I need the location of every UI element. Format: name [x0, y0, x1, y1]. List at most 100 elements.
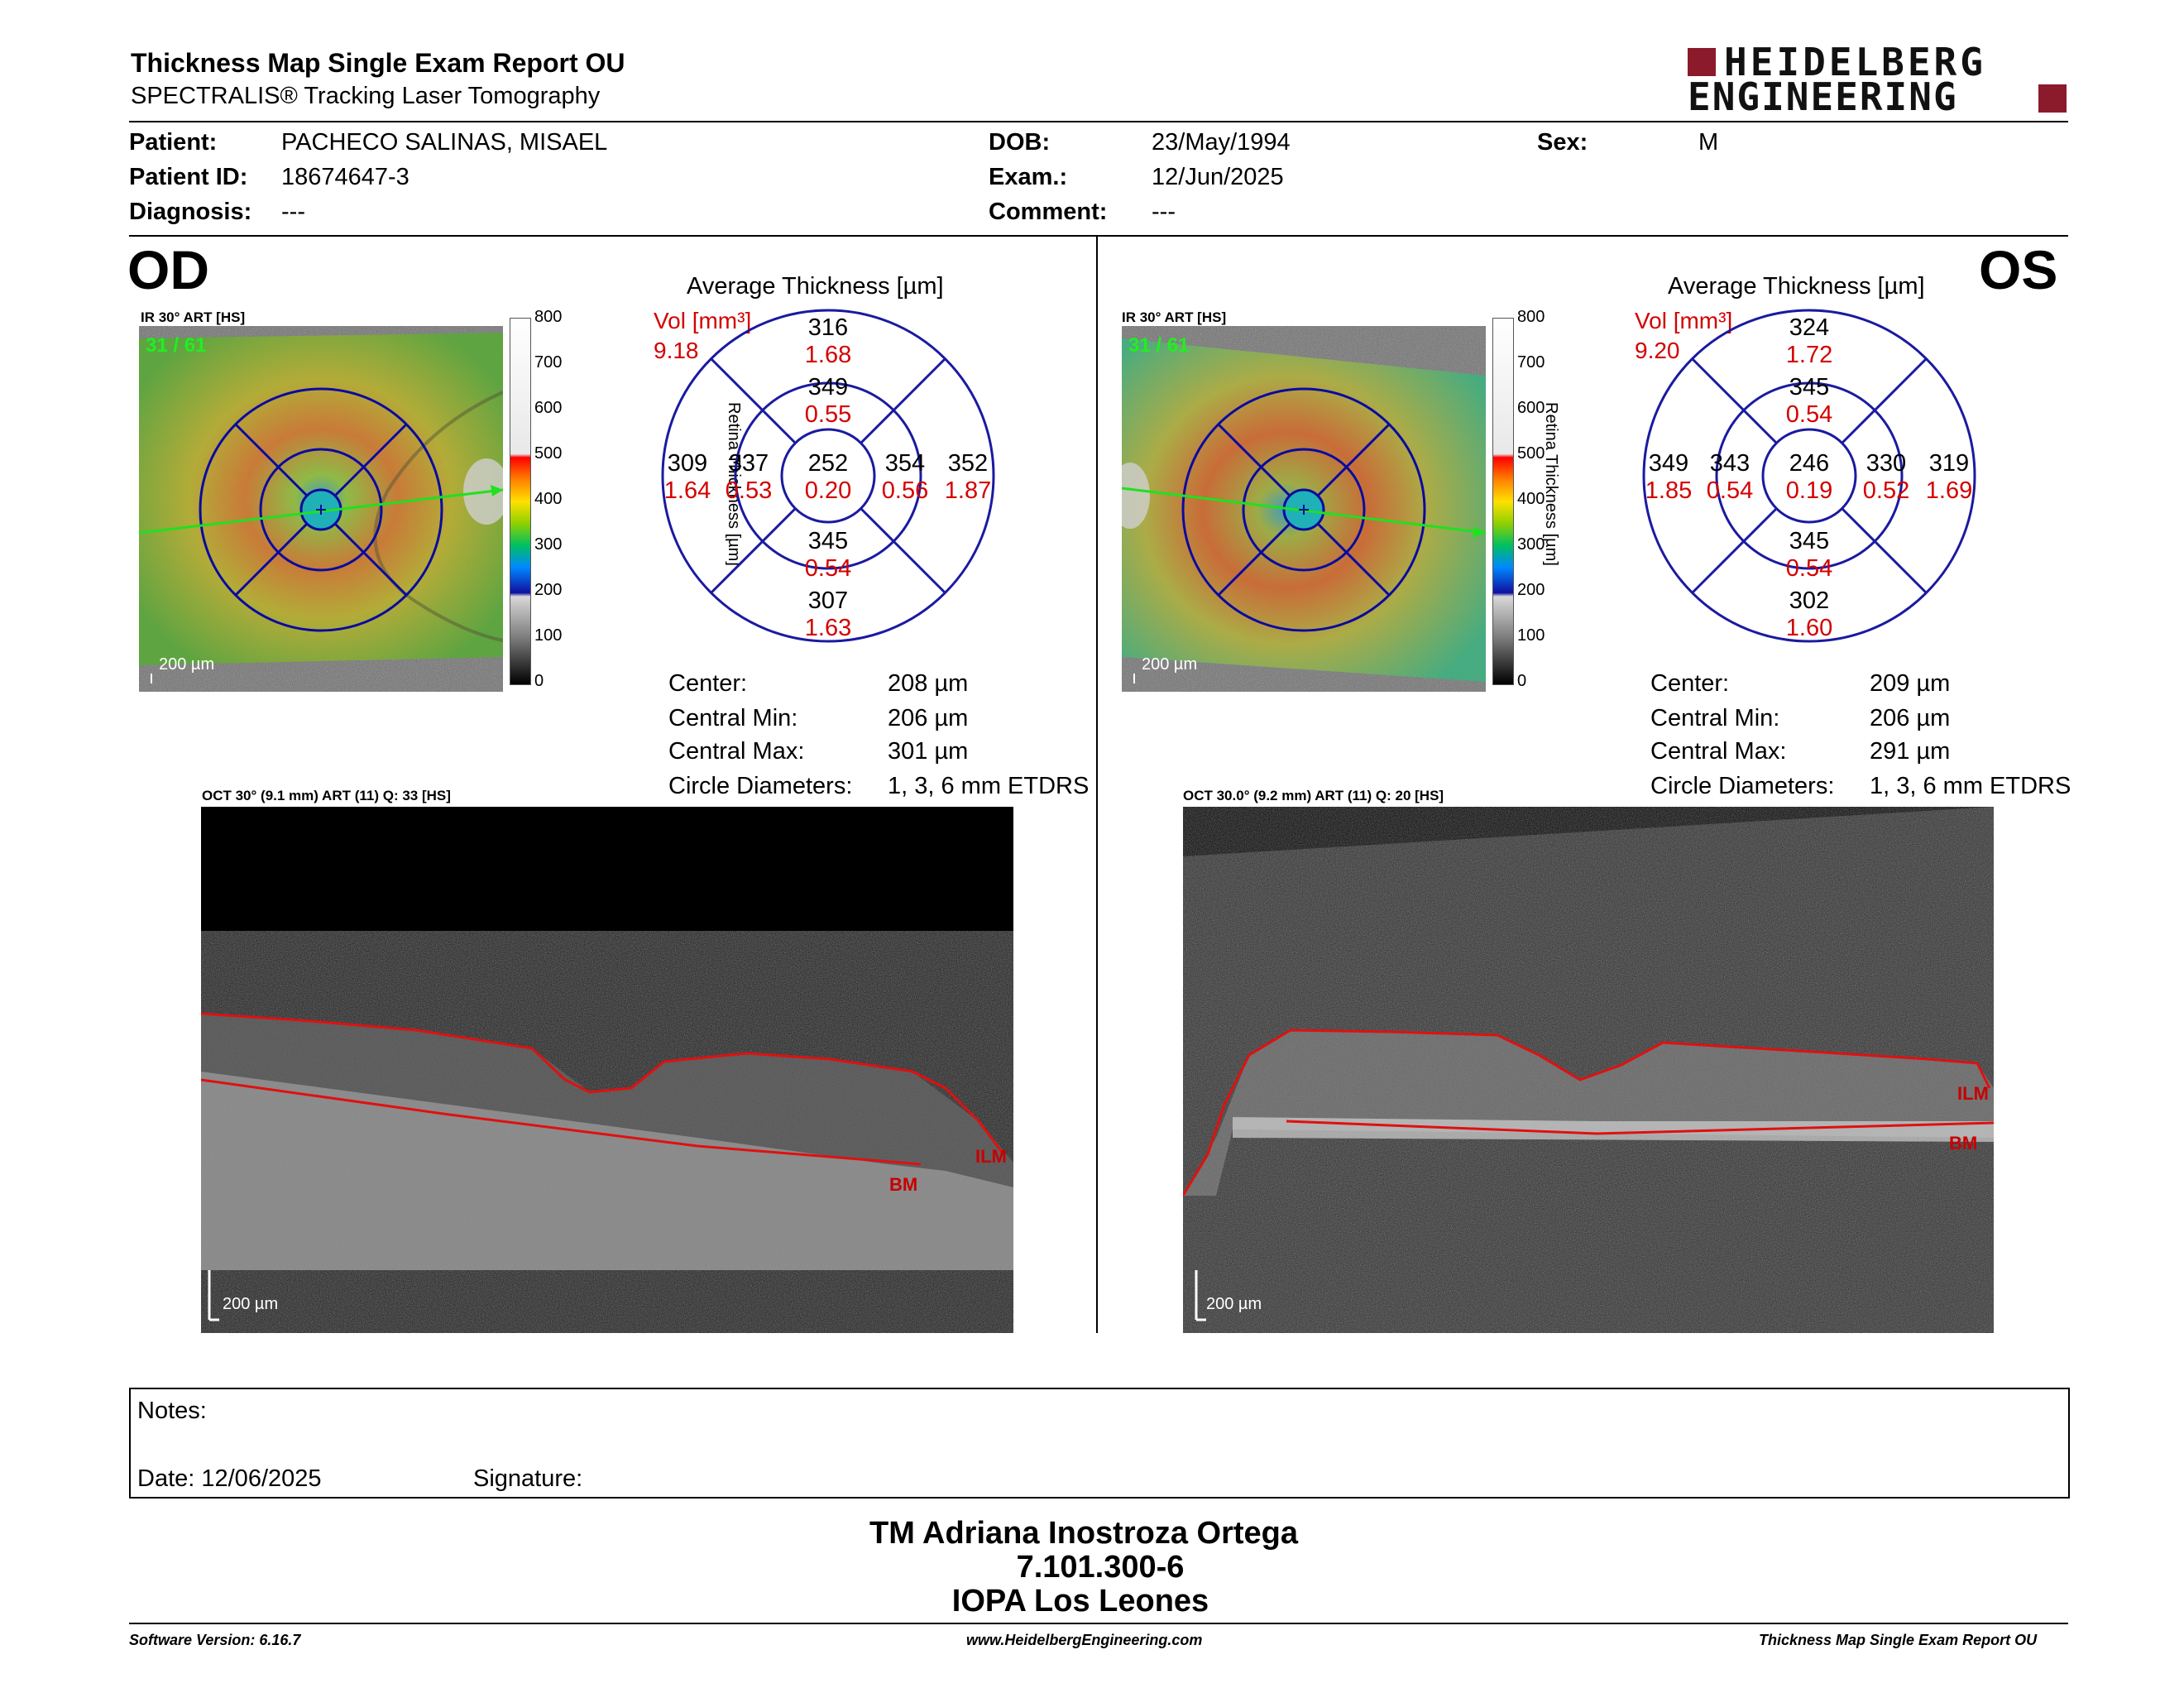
od-min-value: 206 µm	[888, 705, 969, 731]
dob-value: 23/May/1994	[1152, 129, 1291, 156]
tick-label: 300	[534, 535, 563, 554]
od-max-value: 301 µm	[888, 738, 969, 765]
os-inner-temporal: 330 0.52	[1862, 450, 1910, 504]
report-title: Thickness Map Single Exam Report OU	[131, 48, 625, 78]
os-center: 246 0.19	[1785, 450, 1833, 504]
patient-name: PACHECO SALINAS, MISAEL	[281, 129, 608, 156]
eye-divider	[1096, 237, 1098, 1333]
heidelberg-logo: HEIDELBERG ENGINEERING	[1688, 40, 2068, 119]
tick-label: 500	[534, 444, 563, 463]
notes-label: Notes:	[137, 1398, 207, 1424]
signature-label: Signature:	[473, 1465, 583, 1492]
footer-divider	[129, 1623, 2068, 1624]
od-inner-inferior: 345 0.54	[804, 528, 852, 582]
os-oct-bscan: ILM BM 200 µm	[1181, 807, 1995, 1333]
os-avg-title: Average Thickness [µm]	[1668, 273, 1925, 300]
od-bm-label: BM	[889, 1174, 918, 1195]
od-frame-counter: 31 / 61	[146, 334, 207, 357]
diagnosis-label: Diagnosis:	[129, 199, 252, 225]
os-outer-inferior: 302 1.60	[1785, 587, 1833, 641]
tick-label: 700	[534, 353, 563, 372]
od-ilm-label: ILM	[975, 1146, 1007, 1167]
od-oct-scale: 200 µm	[223, 1295, 279, 1313]
dob-label: DOB:	[989, 129, 1051, 156]
os-frame-counter: 31 / 61	[1128, 334, 1190, 357]
patient-label: Patient:	[129, 129, 218, 156]
exam-label: Exam.:	[989, 164, 1068, 190]
patient-id: 18674647-3	[281, 164, 410, 190]
os-ir-label: IR 30° ART [HS]	[1122, 309, 1227, 325]
od-outer-nasal: 352 1.87	[944, 450, 992, 504]
tick-label: 100	[1517, 626, 1545, 645]
od-inner-superior: 349 0.55	[804, 374, 852, 428]
os-thickness-map: 31 / 61 200 µm	[1110, 326, 1487, 692]
od-inner-temporal: 337 0.53	[725, 450, 773, 504]
tick-label: 200	[534, 581, 563, 599]
os-min-label: Central Min:	[1650, 705, 1780, 731]
os-label: OS	[1979, 239, 2058, 300]
os-etdrs-grid	[1641, 308, 1977, 644]
os-map-scale: 200 µm	[1142, 655, 1198, 674]
tick-label: 200	[1517, 581, 1545, 599]
logo-line2: ENGINEERING	[1688, 74, 1958, 119]
tick-label: 0	[534, 672, 544, 690]
tick-label: 100	[534, 626, 563, 645]
od-center-label: Center:	[668, 670, 748, 697]
od-circle-value: 1, 3, 6 mm ETDRS	[888, 773, 1090, 799]
os-vol-label: Vol [mm³]	[1635, 308, 1733, 333]
tick-label: 700	[1517, 353, 1545, 372]
os-inner-inferior: 345 0.54	[1785, 528, 1833, 582]
footer-report-name: Thickness Map Single Exam Report OU	[1759, 1632, 2038, 1648]
os-inner-superior: 345 0.54	[1785, 374, 1833, 428]
od-map-scale: 200 µm	[159, 655, 215, 674]
notes-box: Notes: Date: 12/06/2025 Signature:	[129, 1388, 2070, 1499]
exam-value: 12/Jun/2025	[1152, 164, 1284, 190]
od-vol-total: 9.18	[654, 338, 699, 363]
comment-label: Comment:	[989, 199, 1108, 225]
os-colorbar	[1492, 318, 1514, 685]
od-oct-label: OCT 30° (9.1 mm) ART (11) Q: 33 [HS]	[202, 788, 451, 803]
sex-value: M	[1698, 129, 1719, 156]
header-divider	[129, 121, 2068, 122]
od-min-label: Central Min:	[668, 705, 798, 731]
tick-label: 800	[1517, 308, 1545, 326]
os-outer-nasal: 349 1.85	[1645, 450, 1693, 504]
od-outer-temporal: 309 1.64	[663, 450, 711, 504]
os-colorbar-label: Retina Thickness [µm]	[1542, 402, 1560, 566]
od-etdrs-grid	[660, 308, 996, 644]
patient-id-label: Patient ID:	[129, 164, 248, 190]
od-thickness-map: 31 / 61 200 µm	[138, 326, 510, 692]
os-bm-label: BM	[1949, 1133, 1978, 1153]
od-max-label: Central Max:	[668, 738, 805, 765]
tick-label: 400	[534, 490, 563, 508]
os-min-value: 206 µm	[1870, 705, 1951, 731]
os-max-value: 291 µm	[1870, 738, 1951, 765]
os-oct-scale: 200 µm	[1206, 1295, 1262, 1313]
tick-label: 600	[534, 399, 563, 417]
os-center-label: Center:	[1650, 670, 1730, 697]
od-label: OD	[127, 239, 209, 300]
os-circle-value: 1, 3, 6 mm ETDRS	[1870, 773, 2071, 799]
report-subtitle: SPECTRALIS® Tracking Laser Tomography	[131, 83, 601, 109]
website-link[interactable]: www.HeidelbergEngineering.com	[966, 1632, 1203, 1648]
os-center-value: 209 µm	[1870, 670, 1951, 697]
os-oct-label: OCT 30.0° (9.2 mm) ART (11) Q: 20 [HS]	[1183, 788, 1444, 803]
software-version: Software Version: 6.16.7	[129, 1632, 301, 1648]
signature-institution: IOPA Los Leones	[951, 1584, 1209, 1618]
signature-name: TM Adriana Inostroza Ortega	[869, 1516, 1298, 1551]
os-ilm-label: ILM	[1957, 1083, 1989, 1104]
os-max-label: Central Max:	[1650, 738, 1787, 765]
notes-date: Date: 12/06/2025	[137, 1465, 322, 1492]
os-outer-superior: 324 1.72	[1785, 314, 1833, 368]
os-circle-label: Circle Diameters:	[1650, 773, 1835, 799]
od-colorbar	[510, 318, 531, 685]
os-outer-temporal: 319 1.69	[1925, 450, 1973, 504]
info-divider	[129, 235, 2068, 237]
sex-label: Sex:	[1537, 129, 1588, 156]
signature-id: 7.101.300-6	[1016, 1550, 1185, 1585]
od-outer-superior: 316 1.68	[804, 314, 852, 368]
diagnosis-value: ---	[281, 199, 305, 225]
od-circle-label: Circle Diameters:	[668, 773, 853, 799]
od-center: 252 0.20	[804, 450, 852, 504]
od-center-value: 208 µm	[888, 670, 969, 697]
